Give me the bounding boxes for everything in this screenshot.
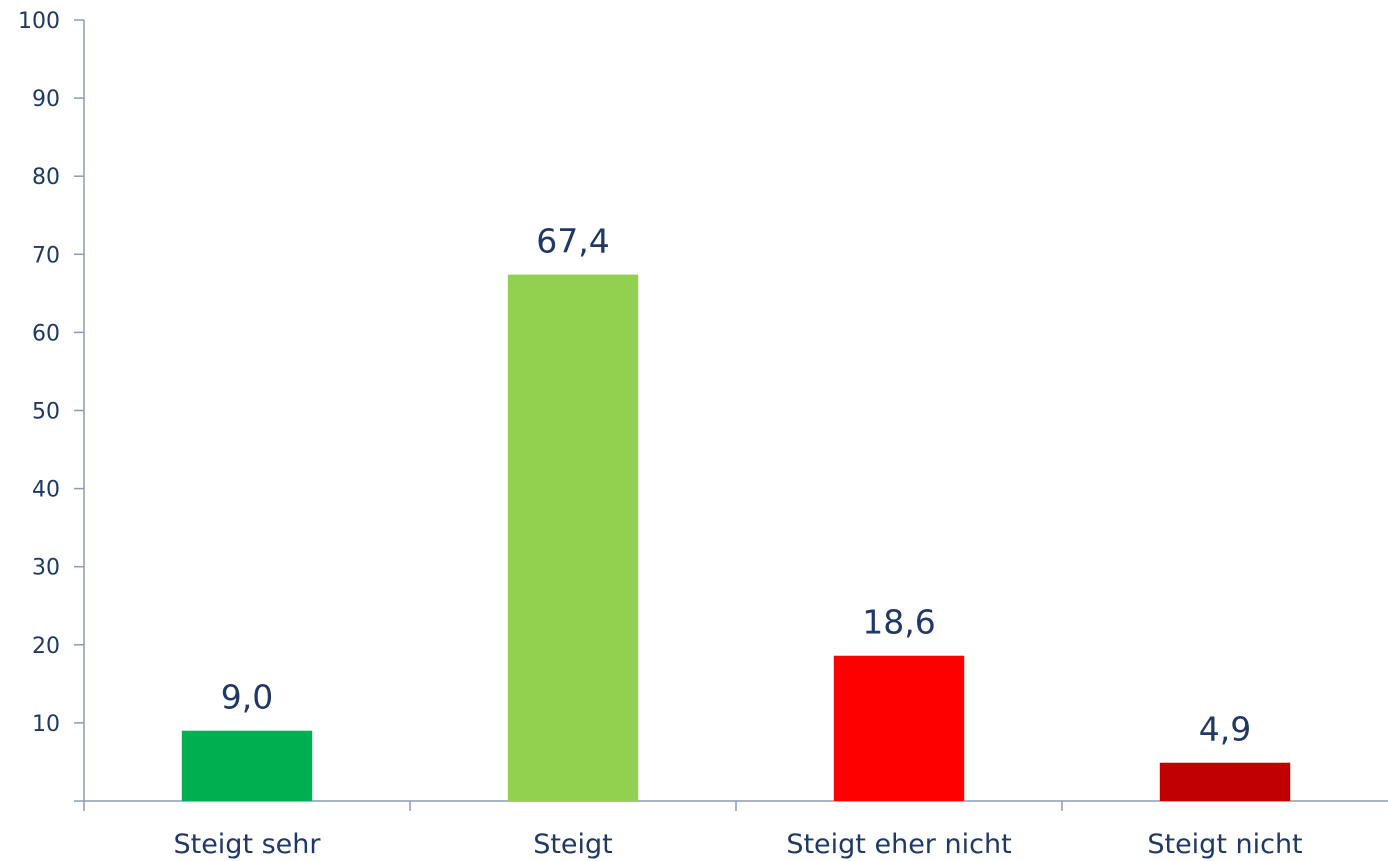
data-labels: 9,0 67,4 18,6 4,9 (221, 222, 1251, 749)
x-tick-label: Steigt nicht (1147, 829, 1302, 860)
y-tick-label: 60 (32, 321, 60, 346)
x-axis: Steigt sehr Steigt Steigt eher nicht Steigt… (74, 800, 1388, 860)
y-tick-label: 20 (32, 634, 60, 659)
y-axis: 10 20 30 40 50 60 70 80 90 100 (18, 9, 85, 801)
y-tick-label: 100 (18, 9, 60, 34)
bar (833, 655, 965, 801)
x-tick-label: Steigt eher nicht (786, 829, 1011, 860)
data-label: 67,4 (536, 222, 609, 261)
data-label: 18,6 (862, 603, 935, 642)
bars (181, 274, 1291, 802)
x-tick-label: Steigt sehr (173, 829, 321, 860)
data-label: 4,9 (1199, 710, 1251, 749)
y-tick-label: 50 (32, 400, 60, 425)
y-tick-label: 10 (32, 712, 60, 737)
bar (1159, 762, 1291, 801)
y-tick-label: 40 (32, 478, 60, 503)
x-tick-label: Steigt (533, 829, 613, 860)
y-tick-label: 30 (32, 556, 60, 581)
y-tick-label: 80 (32, 165, 60, 190)
bar (507, 274, 639, 802)
y-tick-label: 70 (32, 243, 60, 268)
y-tick-label: 90 (32, 87, 60, 112)
bar (181, 730, 313, 801)
data-label: 9,0 (221, 678, 273, 717)
